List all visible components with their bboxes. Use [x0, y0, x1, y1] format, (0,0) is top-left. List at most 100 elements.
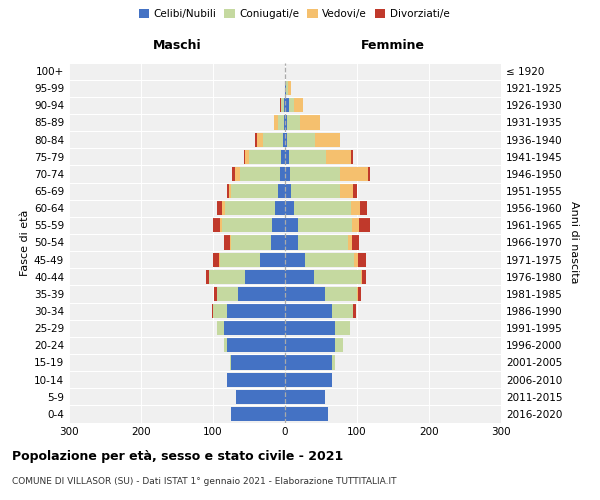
Bar — [285, 201, 293, 215]
Bar — [358, 287, 361, 301]
Bar — [231, 184, 278, 198]
Text: COMUNE DI VILLASOR (SU) - Dati ISTAT 1° gennaio 2021 - Elaborazione TUTTITALIA.I: COMUNE DI VILLASOR (SU) - Dati ISTAT 1° … — [12, 477, 397, 486]
Bar — [220, 218, 221, 232]
Bar — [280, 98, 281, 112]
Bar — [281, 150, 285, 164]
Bar — [227, 372, 285, 386]
Bar — [314, 132, 340, 146]
Bar — [292, 184, 340, 198]
Bar — [285, 252, 305, 266]
Bar — [213, 304, 227, 318]
Bar — [244, 150, 245, 164]
Bar — [351, 150, 353, 164]
Bar — [238, 287, 285, 301]
Bar — [231, 236, 271, 250]
Bar — [285, 356, 332, 370]
Bar — [340, 184, 353, 198]
Bar — [288, 81, 292, 95]
Bar — [332, 356, 335, 370]
Bar — [217, 321, 224, 335]
Bar — [209, 270, 245, 284]
Bar — [241, 167, 280, 181]
Bar — [224, 338, 227, 352]
Bar — [220, 252, 260, 266]
Bar — [290, 167, 340, 181]
Bar — [221, 218, 272, 232]
Bar — [236, 390, 285, 404]
Bar — [212, 304, 213, 318]
Bar — [245, 270, 285, 284]
Bar — [260, 252, 285, 266]
Bar — [256, 132, 257, 146]
Bar — [285, 184, 292, 198]
Bar — [298, 236, 349, 250]
Bar — [289, 150, 326, 164]
Bar — [285, 287, 325, 301]
Bar — [230, 356, 231, 370]
Bar — [224, 236, 230, 250]
Bar — [285, 150, 289, 164]
Bar — [285, 407, 328, 421]
Bar — [245, 150, 249, 164]
Bar — [305, 252, 354, 266]
Bar — [217, 287, 238, 301]
Y-axis label: Anni di nascita: Anni di nascita — [569, 201, 579, 284]
Bar — [227, 338, 285, 352]
Bar — [340, 167, 368, 181]
Bar — [335, 321, 350, 335]
Bar — [274, 116, 278, 130]
Bar — [285, 390, 325, 404]
Bar — [278, 184, 285, 198]
Bar — [227, 304, 285, 318]
Bar — [287, 132, 314, 146]
Y-axis label: Fasce di età: Fasce di età — [20, 210, 30, 276]
Bar — [285, 218, 298, 232]
Bar — [285, 338, 335, 352]
Bar — [349, 236, 352, 250]
Bar — [289, 98, 295, 112]
Bar — [300, 116, 320, 130]
Bar — [285, 270, 314, 284]
Bar — [351, 201, 360, 215]
Bar — [283, 132, 285, 146]
Bar — [281, 98, 284, 112]
Bar — [362, 270, 365, 284]
Bar — [285, 372, 332, 386]
Bar — [326, 150, 351, 164]
Text: Femmine: Femmine — [361, 39, 425, 52]
Bar — [223, 201, 224, 215]
Bar — [231, 407, 285, 421]
Bar — [285, 132, 287, 146]
Bar — [358, 252, 367, 266]
Bar — [263, 132, 283, 146]
Bar — [249, 150, 281, 164]
Bar — [325, 287, 357, 301]
Bar — [272, 218, 285, 232]
Text: Maschi: Maschi — [152, 39, 202, 52]
Bar — [353, 184, 357, 198]
Bar — [214, 287, 217, 301]
Bar — [295, 98, 303, 112]
Bar — [285, 167, 290, 181]
Bar — [287, 116, 300, 130]
Bar — [213, 252, 219, 266]
Bar — [224, 201, 275, 215]
Bar — [219, 252, 220, 266]
Bar — [285, 236, 298, 250]
Bar — [271, 236, 285, 250]
Bar — [360, 201, 367, 215]
Bar — [232, 167, 235, 181]
Bar — [285, 304, 332, 318]
Bar — [357, 287, 358, 301]
Bar — [335, 338, 343, 352]
Bar — [352, 236, 359, 250]
Bar — [230, 236, 231, 250]
Bar — [332, 304, 353, 318]
Bar — [278, 116, 284, 130]
Bar — [227, 184, 229, 198]
Bar — [280, 167, 285, 181]
Bar — [235, 167, 241, 181]
Bar — [298, 218, 352, 232]
Bar — [229, 184, 231, 198]
Bar — [352, 218, 359, 232]
